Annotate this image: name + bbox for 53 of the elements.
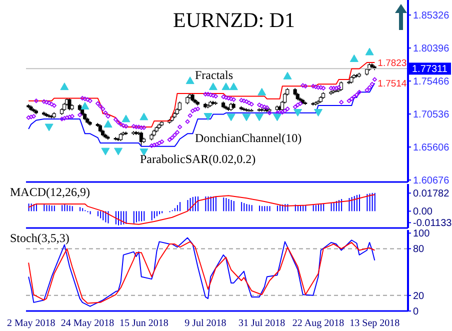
chart-title: EURNZD: D1: [172, 8, 296, 33]
point: [229, 82, 238, 90]
x-tick-label: 22 Aug 2018: [292, 318, 344, 330]
y-tick-label: 20: [413, 290, 425, 302]
annotation: DonchianChannel(10): [195, 131, 302, 146]
y-tick-label: -0.01133: [413, 218, 452, 230]
annotation: 1.7514: [378, 78, 407, 90]
candlestick: [178, 101, 182, 112]
point: [122, 114, 130, 122]
point: [365, 48, 374, 56]
point: [101, 148, 110, 156]
x-tick-label: 2 May 2018: [6, 318, 56, 330]
annotation: ParabolicSAR(0.02,0.2): [140, 152, 256, 167]
x-tick-label: 9 Jul 2018: [184, 318, 226, 330]
y-tick-label: 0.01782: [413, 188, 450, 200]
point: [314, 109, 323, 116]
point: [186, 76, 194, 84]
y-tick-label: 0: [413, 306, 419, 318]
point: [242, 114, 251, 122]
point: [222, 82, 230, 90]
y-tick-label: 1.85326: [413, 10, 450, 22]
x-tick-label: 31 Jul 2018: [238, 318, 286, 330]
point: [208, 82, 218, 90]
annotation: 1.7823: [378, 58, 407, 70]
point: [104, 120, 112, 128]
point: [44, 124, 54, 132]
point: [80, 102, 90, 110]
y-tick-label: 1.60676: [413, 176, 450, 187]
x-tick-label: 13 Sep 2018: [350, 318, 400, 330]
point: [350, 54, 358, 62]
point: [60, 82, 69, 90]
x-tick-label: 24 May 2018: [60, 318, 114, 330]
point: [283, 72, 292, 80]
ref-line-label: 1.77311: [412, 64, 448, 76]
point: [204, 113, 212, 121]
chart-title: MACD(12,26,9): [10, 185, 90, 200]
point: [255, 114, 264, 122]
y-tick-label: 80: [413, 244, 425, 256]
y-tick-label: 1.75466: [413, 76, 450, 88]
x-tick-label: 15 Jun 2018: [119, 318, 168, 330]
y-tick-label: 1.65606: [413, 142, 450, 154]
chart-title: Stoch(3,5,3): [10, 231, 70, 246]
point: [258, 88, 266, 96]
y-tick-label: 1.70536: [413, 110, 450, 121]
point: [273, 114, 282, 122]
point: [140, 112, 148, 120]
point: [114, 148, 123, 156]
point: [226, 114, 236, 122]
annotation: Fractals: [195, 68, 233, 83]
y-tick-label: 0.00: [413, 206, 433, 218]
y-tick-label: 100: [413, 228, 430, 240]
y-tick-label: 1.80396: [413, 44, 450, 55]
point: [294, 109, 302, 116]
